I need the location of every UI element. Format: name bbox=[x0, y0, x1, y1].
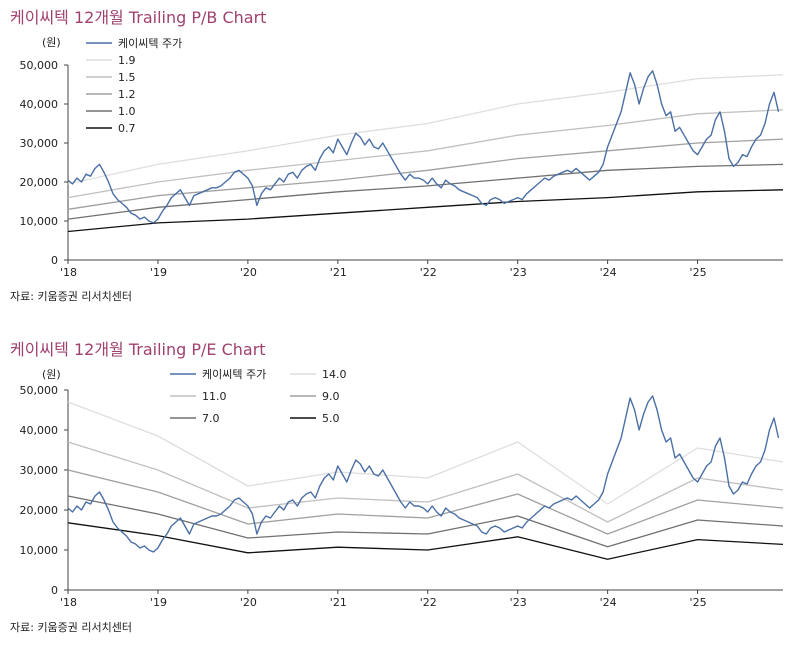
series-line-band-14.0 bbox=[67, 401, 784, 505]
legend-label: 케이씨텍 주가 bbox=[118, 37, 182, 50]
source-note: 자료: 키움증권 리서치센터 bbox=[10, 621, 132, 634]
x-tick-label: '22 bbox=[420, 266, 437, 279]
y-tick-label: 0 bbox=[51, 254, 58, 267]
x-tick-label: '22 bbox=[420, 596, 437, 609]
x-tick-label: '19 bbox=[150, 266, 167, 279]
x-tick-label: '20 bbox=[240, 266, 257, 279]
series-line-price bbox=[67, 395, 780, 553]
y-tick-label: 20,000 bbox=[20, 504, 59, 517]
series-line-band-5.0 bbox=[67, 522, 784, 560]
chart-1: 케이씨텍 12개월 Trailing P/B Chart (원) 자료: 키움증권 … bbox=[10, 8, 784, 303]
legend-label: 1.2 bbox=[118, 88, 136, 101]
legend-label: 11.0 bbox=[202, 390, 227, 403]
chart-2: 케이씨텍 12개월 Trailing P/E Chart (원) 자료: 키움증권 … bbox=[10, 340, 784, 634]
y-tick-label: 10,000 bbox=[20, 215, 59, 228]
x-tick-label: '23 bbox=[510, 596, 527, 609]
series-line-band-1.5 bbox=[67, 109, 784, 199]
x-tick-label: '24 bbox=[600, 266, 617, 279]
legend-label: 케이씨텍 주가 bbox=[202, 368, 266, 381]
y-tick-label: 30,000 bbox=[20, 137, 59, 150]
y-tick-label: 0 bbox=[51, 584, 58, 597]
y-axis-unit: (원) bbox=[42, 36, 61, 49]
series-line-band-11.0 bbox=[67, 441, 784, 523]
y-tick-label: 50,000 bbox=[20, 59, 59, 72]
x-tick-label: '21 bbox=[330, 266, 347, 279]
x-tick-label: '24 bbox=[600, 596, 617, 609]
series-line-band-1.9 bbox=[67, 74, 784, 185]
source-note: 자료: 키움증권 리서치센터 bbox=[10, 290, 132, 303]
y-tick-label: 20,000 bbox=[20, 176, 59, 189]
chart-title: 케이씨텍 12개월 Trailing P/B Chart bbox=[10, 8, 266, 27]
chart-title: 케이씨텍 12개월 Trailing P/E Chart bbox=[10, 340, 266, 359]
series-line-band-7.0 bbox=[67, 495, 784, 548]
y-tick-label: 40,000 bbox=[20, 98, 59, 111]
x-tick-label: '25 bbox=[690, 266, 707, 279]
series-line-band-9.0 bbox=[67, 469, 784, 535]
legend-label: 14.0 bbox=[322, 368, 347, 381]
x-tick-label: '23 bbox=[510, 266, 527, 279]
y-axis-unit: (원) bbox=[42, 368, 61, 381]
series-line-band-1.2 bbox=[67, 138, 784, 210]
y-tick-label: 10,000 bbox=[20, 544, 59, 557]
legend-label: 5.0 bbox=[322, 412, 340, 425]
y-tick-label: 30,000 bbox=[20, 464, 59, 477]
series-line-price bbox=[67, 70, 780, 224]
x-tick-label: '20 bbox=[240, 596, 257, 609]
legend-label: 1.9 bbox=[118, 54, 136, 67]
legend-label: 1.0 bbox=[118, 105, 136, 118]
x-tick-label: '19 bbox=[150, 596, 167, 609]
legend-label: 9.0 bbox=[322, 390, 340, 403]
legend-label: 1.5 bbox=[118, 71, 136, 84]
legend-label: 0.7 bbox=[118, 122, 136, 135]
x-tick-label: '18 bbox=[60, 266, 77, 279]
y-tick-label: 50,000 bbox=[20, 384, 59, 397]
x-tick-label: '21 bbox=[330, 596, 347, 609]
series-line-band-1.0 bbox=[67, 163, 784, 220]
legend-label: 7.0 bbox=[202, 412, 220, 425]
y-tick-label: 40,000 bbox=[20, 424, 59, 437]
series-line-band-0.7 bbox=[67, 189, 784, 233]
x-tick-label: '18 bbox=[60, 596, 77, 609]
x-tick-label: '25 bbox=[690, 596, 707, 609]
